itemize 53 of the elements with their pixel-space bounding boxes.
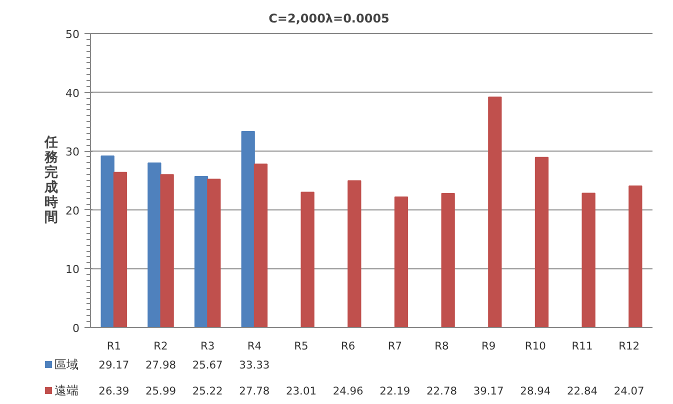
x-tick-label: R8 — [434, 340, 450, 352]
bar — [207, 178, 221, 328]
bar — [582, 192, 596, 328]
x-tick-label: R3 — [200, 340, 215, 352]
x-tick-label: R12 — [618, 340, 640, 352]
data-label: 25.67 — [192, 358, 223, 372]
bar — [441, 193, 455, 328]
bar — [100, 155, 114, 328]
legend-label: 區域 — [54, 358, 78, 372]
data-label: 29.17 — [98, 358, 130, 372]
data-label: 22.78 — [426, 384, 458, 398]
y-tick-label: 40 — [66, 86, 80, 100]
data-label: 24.07 — [614, 384, 644, 398]
bar — [148, 162, 162, 328]
data-label: 25.22 — [192, 384, 223, 398]
bar — [300, 192, 314, 328]
bar — [628, 185, 642, 328]
y-tick-label: 30 — [66, 146, 80, 159]
x-tick-label: R11 — [572, 340, 593, 352]
bar — [534, 156, 549, 328]
x-tick-label: R9 — [481, 340, 496, 352]
x-tick-label: R2 — [154, 340, 168, 352]
bar — [241, 131, 255, 328]
x-tick-label: R4 — [247, 340, 262, 352]
bar — [194, 176, 208, 328]
x-tick-label: R1 — [106, 340, 122, 352]
x-tick-label: R7 — [388, 340, 402, 352]
bar — [254, 164, 268, 328]
y-tick-label: 10 — [66, 263, 80, 276]
x-tick-label: R5 — [294, 340, 308, 352]
bar — [160, 174, 174, 328]
data-label: 23.01 — [286, 384, 317, 398]
data-label: 24.96 — [332, 384, 364, 398]
y-tick-label: 20 — [66, 204, 80, 218]
data-label: 25.99 — [145, 384, 176, 398]
data-label: 33.33 — [239, 358, 270, 372]
bar — [113, 172, 128, 328]
y-axis-title: 任務完成時間 — [44, 136, 59, 226]
chart-title: C=2,000λ=0.0005 — [268, 12, 390, 26]
y-tick-label: 50 — [66, 28, 80, 41]
bar — [488, 96, 502, 328]
bar — [348, 180, 362, 328]
data-label: 26.39 — [98, 384, 130, 398]
y-tick-label: 0 — [72, 322, 80, 335]
data-label: 28.94 — [520, 384, 551, 398]
data-label: 39.17 — [473, 384, 504, 398]
data-label: 22.19 — [380, 384, 410, 398]
x-tick-label: R10 — [524, 340, 546, 352]
x-tick-label: R6 — [340, 340, 356, 352]
bar — [394, 196, 408, 328]
data-label: 27.78 — [239, 384, 270, 398]
data-label: 27.98 — [145, 358, 176, 372]
data-label: 22.84 — [566, 384, 598, 398]
